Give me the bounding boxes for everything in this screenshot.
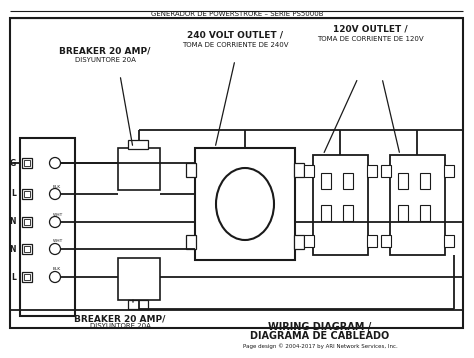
Text: BLK: BLK <box>53 184 61 189</box>
Bar <box>343 205 353 221</box>
Text: L: L <box>11 272 16 281</box>
Text: DIAGRAMA DE CABLEADO: DIAGRAMA DE CABLEADO <box>250 331 390 341</box>
Bar <box>22 158 32 168</box>
Bar <box>444 165 454 177</box>
Text: GENERADOR DE POWERSTROKE – SERIE PS5000B: GENERADOR DE POWERSTROKE – SERIE PS5000B <box>151 11 323 18</box>
Bar <box>128 300 148 309</box>
Text: N: N <box>9 218 16 227</box>
Bar <box>381 235 391 247</box>
Text: 120V OUTLET /: 120V OUTLET / <box>333 24 407 33</box>
Bar <box>20 138 75 316</box>
Bar <box>398 205 408 221</box>
Text: G: G <box>10 159 16 168</box>
Bar <box>22 217 32 227</box>
Text: WHT: WHT <box>53 213 63 217</box>
Bar <box>313 155 368 255</box>
Bar <box>118 258 160 300</box>
Text: BLK: BLK <box>53 267 61 271</box>
Bar <box>420 173 430 189</box>
Text: Page design © 2004-2017 by ARI Network Services, Inc.: Page design © 2004-2017 by ARI Network S… <box>243 343 397 349</box>
Bar <box>304 235 314 247</box>
Bar <box>22 189 32 199</box>
Bar <box>24 219 30 225</box>
Bar <box>186 163 196 177</box>
Circle shape <box>49 271 61 282</box>
Text: DISYUNTORE 20A: DISYUNTORE 20A <box>90 323 150 329</box>
Text: TOMA DE CORRIENTE DE 120V: TOMA DE CORRIENTE DE 120V <box>317 36 423 42</box>
Circle shape <box>49 243 61 255</box>
Bar <box>304 165 314 177</box>
Bar <box>444 235 454 247</box>
Bar <box>390 155 445 255</box>
Text: BREAKER 20 AMP/: BREAKER 20 AMP/ <box>74 315 166 324</box>
Circle shape <box>49 217 61 227</box>
Bar <box>24 191 30 197</box>
Bar <box>118 148 160 190</box>
Bar <box>294 235 304 249</box>
Bar <box>343 173 353 189</box>
Text: N: N <box>9 245 16 253</box>
Bar <box>321 205 331 221</box>
Bar <box>367 165 377 177</box>
Bar <box>420 205 430 221</box>
Circle shape <box>49 158 61 169</box>
Text: L: L <box>11 189 16 198</box>
Text: BREAKER 20 AMP/: BREAKER 20 AMP/ <box>59 46 151 55</box>
Text: WIRING DIAGRAM /: WIRING DIAGRAM / <box>268 322 372 332</box>
Bar <box>294 163 304 177</box>
Bar <box>22 272 32 282</box>
Circle shape <box>49 189 61 199</box>
Bar <box>381 165 391 177</box>
Text: TOMA DE CORRIENTE DE 240V: TOMA DE CORRIENTE DE 240V <box>182 42 288 48</box>
Bar <box>321 173 331 189</box>
Bar <box>186 235 196 249</box>
Bar <box>22 244 32 254</box>
Bar <box>398 173 408 189</box>
Bar <box>24 274 30 280</box>
Ellipse shape <box>216 168 274 240</box>
Text: DISYUNTORE 20A: DISYUNTORE 20A <box>74 57 136 63</box>
Text: 240 VOLT OUTLET /: 240 VOLT OUTLET / <box>187 31 283 40</box>
Bar <box>128 140 148 149</box>
Text: ARI: ARI <box>217 181 363 255</box>
Text: WHT: WHT <box>53 240 63 243</box>
Bar <box>367 235 377 247</box>
Bar <box>10 18 463 328</box>
Bar <box>24 246 30 252</box>
Bar <box>195 148 295 260</box>
Bar <box>24 160 30 166</box>
